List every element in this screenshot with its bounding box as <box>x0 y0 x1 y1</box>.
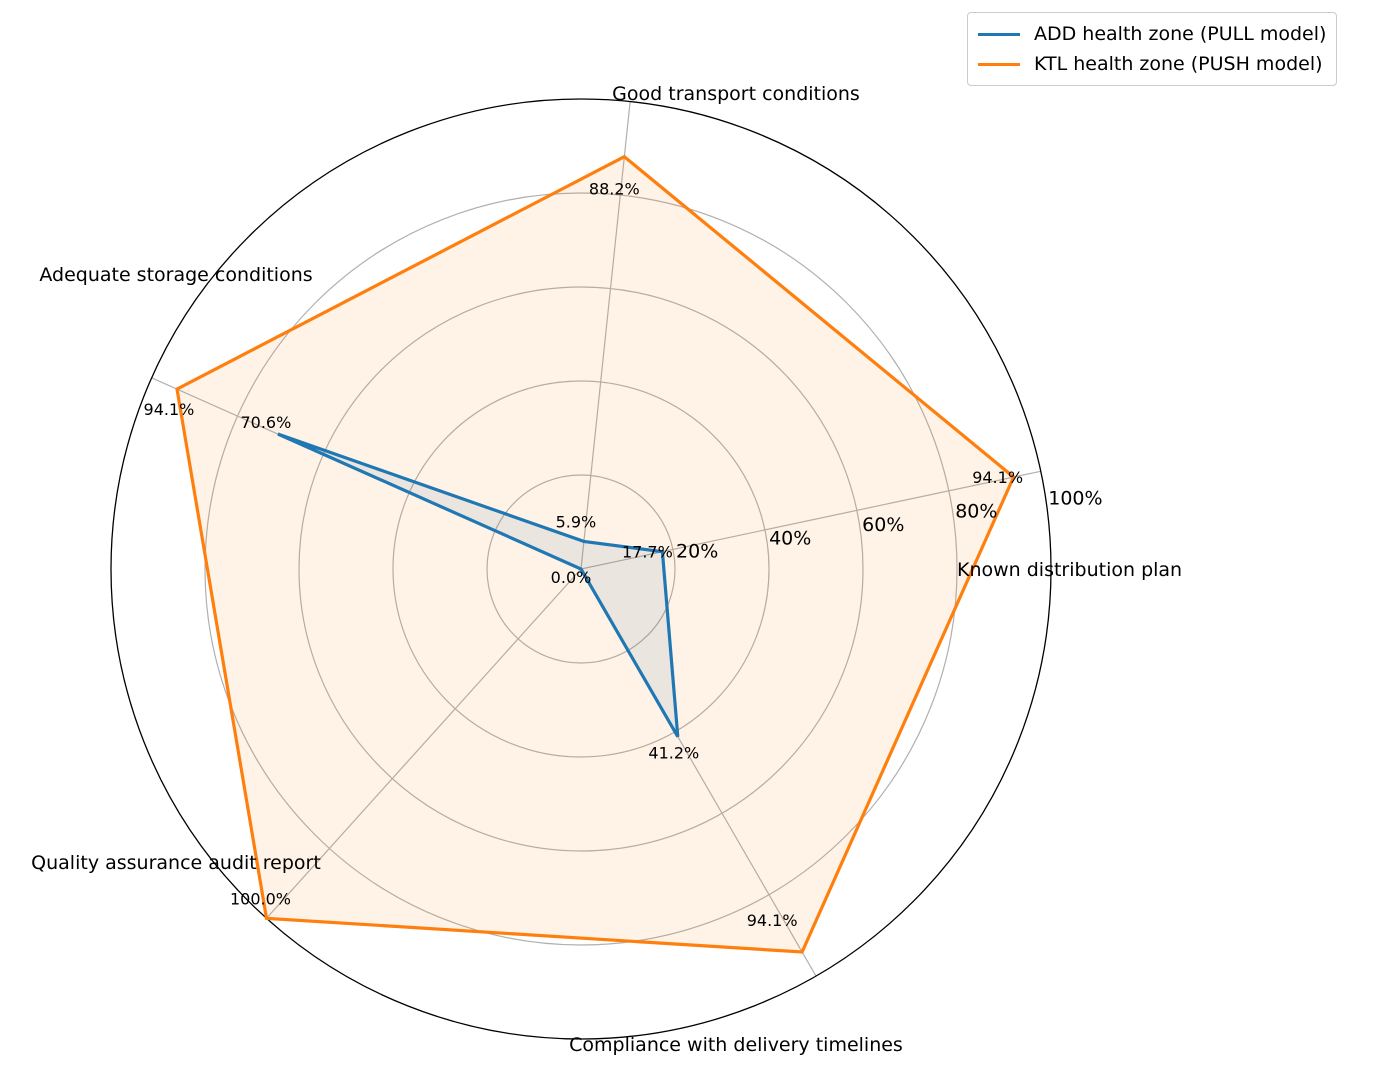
outer-circle <box>110 98 1052 1040</box>
value-label-0-0: 17.7% <box>622 543 673 562</box>
axis-label-4: Compliance with delivery timelines <box>569 1034 903 1056</box>
axis-label-1: Good transport conditions <box>612 83 860 105</box>
r-tick-label-20: 20% <box>676 541 718 563</box>
legend-swatch-add <box>978 32 1020 36</box>
grid-circle-40 <box>392 380 770 758</box>
value-label-0-2: 70.6% <box>240 413 291 432</box>
series-fill-0 <box>277 434 678 737</box>
value-label-1-3: 100.0% <box>230 889 291 908</box>
axis-label-0: Known distribution plan <box>957 559 1182 581</box>
grid-circle-20 <box>486 474 676 664</box>
legend-item-ktl: KTL health zone (PUSH model) <box>978 49 1326 79</box>
r-tick-label-80: 80% <box>955 501 997 523</box>
spoke-0 <box>580 470 1041 570</box>
grid-circle-60 <box>298 286 864 852</box>
r-tick-label-100: 100% <box>1048 487 1102 509</box>
legend-swatch-ktl <box>978 62 1020 66</box>
value-label-1-1: 88.2% <box>589 180 640 199</box>
value-label-1-4: 94.1% <box>747 911 798 930</box>
legend-label-add: ADD health zone (PULL model) <box>1034 23 1327 45</box>
grid-circle-80 <box>204 192 958 946</box>
value-label-0-3: 0.0% <box>551 568 592 587</box>
spoke-3 <box>266 568 582 919</box>
legend: ADD health zone (PULL model) KTL health … <box>967 12 1338 86</box>
value-label-0-1: 5.9% <box>556 512 597 531</box>
axis-label-3: Quality assurance audit report <box>31 852 321 874</box>
series-line-1 <box>175 154 1016 954</box>
value-label-0-4: 41.2% <box>648 744 699 763</box>
axis-label-2: Adequate storage conditions <box>39 264 312 286</box>
value-label-1-0: 94.1% <box>972 468 1023 487</box>
legend-label-ktl: KTL health zone (PUSH model) <box>1034 53 1323 75</box>
series-line-0 <box>277 432 680 738</box>
series-fill-1 <box>177 156 1014 952</box>
r-tick-label-40: 40% <box>769 527 811 549</box>
spoke-1 <box>580 101 631 570</box>
legend-item-add: ADD health zone (PULL model) <box>978 19 1326 49</box>
r-tick-label-60: 60% <box>862 514 904 536</box>
value-label-1-2: 94.1% <box>144 400 195 419</box>
